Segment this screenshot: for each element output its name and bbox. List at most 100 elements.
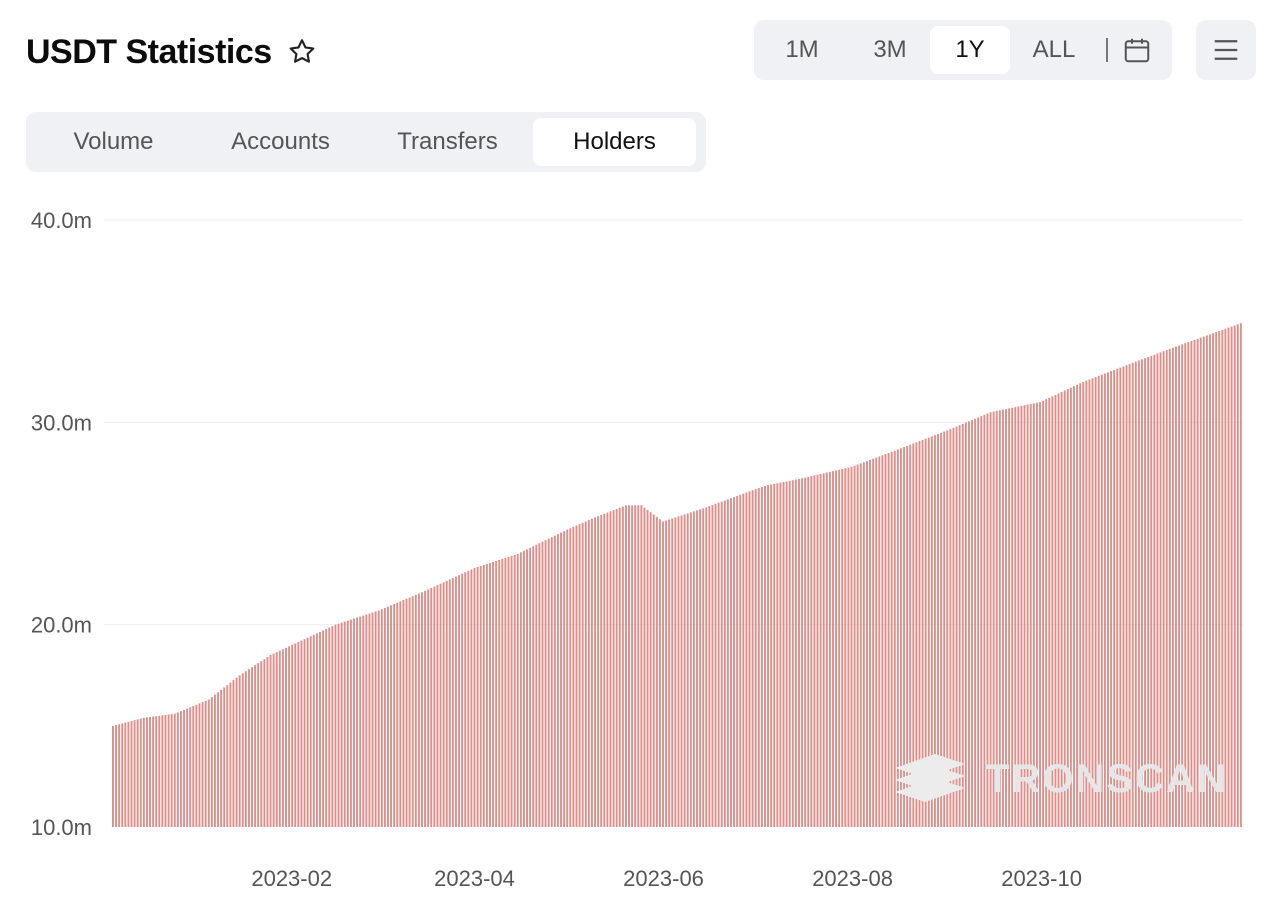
bar[interactable] [319,631,321,827]
bar[interactable] [155,716,158,827]
bar[interactable] [1026,404,1029,827]
bar[interactable] [504,557,507,827]
bar[interactable] [1150,355,1153,827]
bar[interactable] [696,510,698,827]
bar[interactable] [1162,351,1165,827]
bar[interactable] [210,697,213,827]
bar[interactable] [485,563,488,827]
bar[interactable] [717,502,720,827]
bar[interactable] [1202,336,1205,827]
bar[interactable] [127,721,130,827]
calendar-icon[interactable] [1122,35,1152,65]
bar[interactable] [714,503,717,827]
bar[interactable] [872,458,875,827]
bar[interactable] [121,723,124,827]
bar[interactable] [328,627,331,827]
bar[interactable] [1141,359,1143,827]
bar[interactable] [658,519,661,827]
bar[interactable] [281,649,284,827]
bar[interactable] [995,410,998,827]
bar[interactable] [112,725,114,827]
bar[interactable] [1125,365,1128,827]
bar[interactable] [223,687,226,827]
bar[interactable] [748,491,751,827]
bar[interactable] [665,520,668,827]
bar[interactable] [726,499,729,827]
bar[interactable] [1094,377,1097,827]
bar[interactable] [643,507,646,827]
bar[interactable] [461,573,464,827]
bar[interactable] [334,624,337,827]
bar[interactable] [930,436,933,827]
bar[interactable] [1181,344,1184,827]
bar[interactable] [124,722,127,827]
bar[interactable] [1045,399,1048,827]
bar[interactable] [924,438,927,827]
bar[interactable] [556,534,559,827]
bar[interactable] [1196,338,1199,827]
bar[interactable] [1069,387,1072,827]
bar[interactable] [192,705,195,827]
bar[interactable] [1187,342,1190,827]
bar[interactable] [207,699,210,827]
bar[interactable] [798,478,800,827]
bar[interactable] [689,512,692,827]
bar[interactable] [946,430,949,827]
range-1y-button[interactable]: 1Y [930,26,1010,74]
bar[interactable] [856,464,859,827]
bar[interactable] [804,477,807,827]
bar[interactable] [1079,383,1082,827]
bar[interactable] [881,455,884,827]
bar[interactable] [933,435,936,827]
bar[interactable] [794,479,797,827]
bar[interactable] [745,492,748,827]
bar[interactable] [402,600,405,827]
bar[interactable] [615,508,618,827]
bar[interactable] [668,519,671,827]
bar[interactable] [544,540,547,827]
bar[interactable] [850,466,853,827]
bar[interactable] [742,493,745,827]
bar[interactable] [133,720,136,827]
bar[interactable] [958,425,961,827]
range-3m-button[interactable]: 3M [873,36,907,63]
bar[interactable] [238,675,241,827]
bar[interactable] [677,516,680,827]
bar[interactable] [1042,400,1045,827]
bar[interactable] [992,411,995,827]
bar[interactable] [683,514,686,827]
bar[interactable] [396,602,399,827]
bar[interactable] [736,495,739,827]
bar[interactable] [918,441,921,827]
bar[interactable] [646,509,649,827]
bar[interactable] [526,549,528,827]
bar[interactable] [340,622,343,827]
bar[interactable] [186,708,189,827]
bar[interactable] [377,610,380,828]
bar[interactable] [115,725,118,827]
bar[interactable] [1134,361,1137,827]
bar[interactable] [838,469,841,827]
bar[interactable] [445,580,448,827]
bar[interactable] [235,677,238,827]
bar[interactable] [998,410,1001,827]
bar[interactable] [464,572,467,827]
bar[interactable] [501,558,504,827]
bar[interactable] [739,494,742,827]
bar[interactable] [278,650,281,827]
bar[interactable] [875,457,878,827]
bar[interactable] [940,432,943,827]
bar[interactable] [832,471,834,827]
bar[interactable] [912,443,915,827]
bar[interactable] [1051,396,1054,827]
bar[interactable] [1014,407,1017,827]
bar[interactable] [609,511,612,827]
bar[interactable] [1048,397,1051,827]
bar[interactable] [776,483,779,827]
bar[interactable] [788,480,791,827]
bar[interactable] [315,633,318,827]
bar[interactable] [275,652,278,827]
bar[interactable] [841,468,844,827]
bar[interactable] [541,541,544,827]
bar[interactable] [862,462,865,827]
